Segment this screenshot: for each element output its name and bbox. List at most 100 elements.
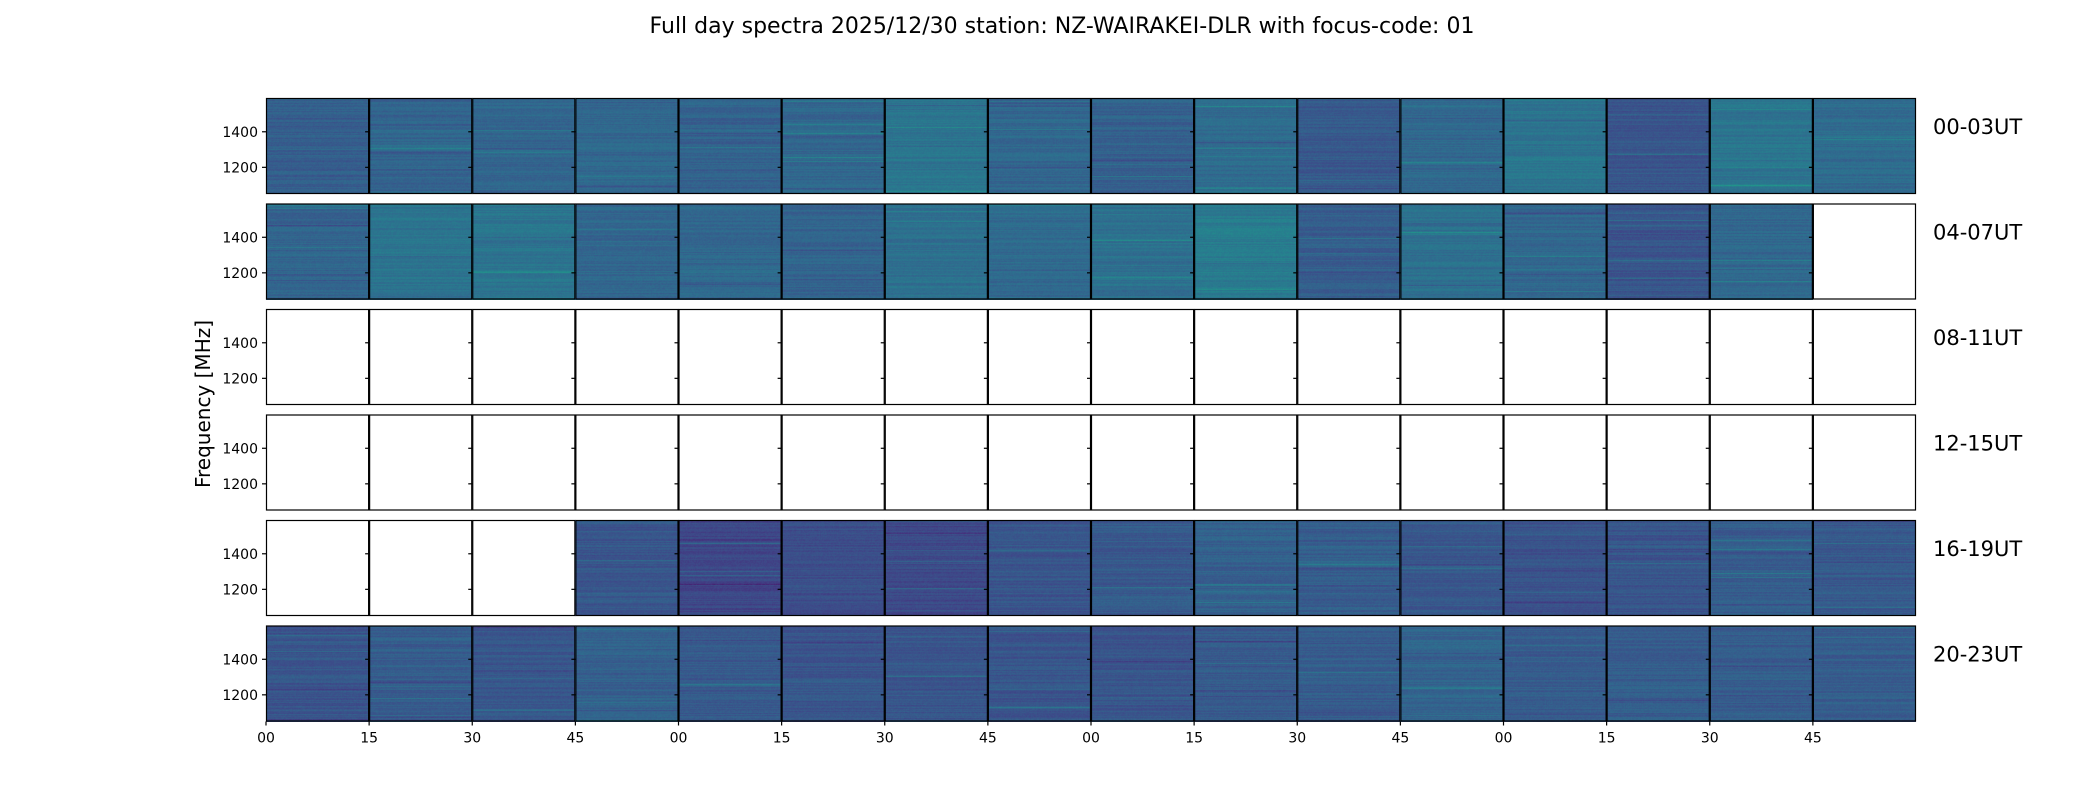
x-tick-label: 00 — [1495, 731, 1513, 747]
spectra-panel — [1709, 98, 1813, 194]
panel-frame — [472, 414, 576, 511]
spectra-canvas — [781, 98, 885, 194]
spectra-panel — [987, 98, 1091, 194]
panel-frame — [1090, 625, 1195, 722]
panel-frame — [1812, 308, 1917, 406]
panel-frame — [1090, 414, 1195, 511]
panel-frame — [472, 308, 576, 406]
spectra-canvas — [884, 98, 988, 194]
panel-frame — [472, 625, 576, 722]
spectra-panel — [1503, 203, 1607, 300]
spectra-canvas — [1503, 625, 1607, 722]
y-tick-label: 1400 — [222, 230, 258, 246]
spectra-canvas — [678, 625, 782, 722]
panel-frame — [1503, 308, 1607, 406]
panel-frame — [1606, 625, 1710, 722]
panel-frame — [1194, 308, 1298, 406]
chart-title: Full day spectra 2025/12/30 station: NZ-… — [650, 14, 1475, 39]
spectra-canvas — [369, 625, 473, 722]
spectra-panel — [1709, 625, 1813, 722]
row-label: 12-15UT — [1933, 432, 2022, 456]
panel-frame — [678, 203, 782, 300]
spectra-panel — [987, 520, 1091, 616]
spectra-panel — [1297, 520, 1401, 616]
y-tick-label: 1400 — [222, 125, 258, 141]
spectra-panel — [1812, 625, 1916, 722]
panel-frame — [1503, 625, 1607, 722]
x-tick-label: 15 — [773, 731, 791, 747]
panel-frame — [1090, 203, 1195, 300]
spectra-canvas — [884, 203, 988, 300]
spectra-canvas — [266, 98, 370, 194]
panel-frame — [1297, 308, 1401, 406]
panel-frame — [1400, 203, 1504, 300]
panel-frame — [1503, 97, 1607, 195]
spectra-panel — [1812, 98, 1916, 194]
spectra-panel — [575, 203, 679, 300]
row-label: 00-03UT — [1933, 115, 2022, 139]
spectra-canvas — [1503, 98, 1607, 194]
spectra-panel — [987, 625, 1091, 722]
spectra-canvas — [1606, 625, 1710, 722]
panel-frame — [1297, 97, 1401, 195]
spectra-canvas — [1709, 98, 1813, 194]
y-tick-label: 1400 — [222, 336, 258, 352]
panel-frame — [1606, 203, 1710, 300]
spectra-canvas — [1194, 98, 1298, 194]
panel-frame — [1297, 625, 1401, 722]
spectra-panel — [472, 98, 576, 194]
x-tick-label: 15 — [360, 731, 378, 747]
panel-frame — [781, 97, 885, 195]
panel-frame — [1709, 97, 1813, 195]
panel-frame — [678, 625, 782, 722]
spectra-panel — [1091, 625, 1195, 722]
spectra-panel — [1606, 625, 1710, 722]
spectra-panel — [1400, 98, 1504, 194]
panel-frame — [1709, 414, 1813, 511]
x-tick-label: 30 — [1701, 731, 1719, 747]
spectra-canvas — [678, 98, 782, 194]
panel-frame — [265, 519, 370, 617]
spectra-panel — [1194, 98, 1298, 194]
spectra-canvas — [266, 203, 370, 300]
panel-frame — [369, 414, 473, 511]
panel-frame — [1194, 519, 1298, 617]
spectra-panel — [678, 98, 782, 194]
spectra-canvas — [1400, 98, 1504, 194]
x-tick-label: 45 — [1391, 731, 1409, 747]
spectra-panel — [575, 98, 679, 194]
spectra-row-04-07UT: 1200 1400 04-07UT — [222, 203, 2022, 300]
y-tick-label: 1200 — [222, 688, 258, 704]
spectra-canvas — [781, 203, 885, 300]
y-tick-label: 1200 — [222, 477, 258, 493]
panel-frame — [1090, 308, 1195, 406]
spectra-row-08-11UT: 1200 1400 08-11UT — [222, 308, 2022, 406]
panel-frame — [265, 308, 370, 406]
spectra-canvas — [472, 98, 576, 194]
panel-frame — [987, 97, 1092, 195]
spectra-panel — [266, 203, 370, 300]
spectra-row-12-15UT: 1200 1400 12-15UT — [222, 414, 2022, 511]
panel-frame — [1503, 414, 1607, 511]
spectra-panel — [369, 98, 473, 194]
panel-frame — [265, 203, 370, 300]
spectra-canvas — [1091, 625, 1195, 722]
panel-frame — [575, 308, 679, 406]
spectra-canvas — [1091, 203, 1195, 300]
spectra-panel — [1606, 520, 1710, 616]
panel-frame — [369, 625, 473, 722]
spectra-canvas — [678, 203, 782, 300]
spectra-panel — [884, 98, 988, 194]
y-tick-label: 1200 — [222, 266, 258, 282]
spectra-canvas — [1709, 625, 1813, 722]
panel-frame — [1709, 308, 1813, 406]
y-tick-label: 1400 — [222, 652, 258, 668]
spectra-canvas — [884, 625, 988, 722]
spectra-panel — [1503, 98, 1607, 194]
panel-frame — [884, 308, 988, 406]
spectra-canvas — [1297, 520, 1401, 616]
panel-frame — [1090, 519, 1195, 617]
x-tick-label: 00 — [670, 731, 688, 747]
spectra-panel — [781, 98, 885, 194]
